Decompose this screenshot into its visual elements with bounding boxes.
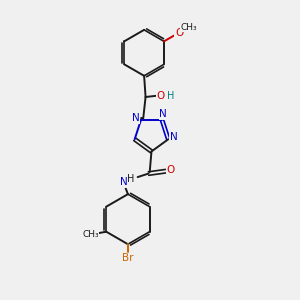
Text: O: O (157, 91, 165, 100)
Text: O: O (175, 28, 183, 38)
Text: H: H (167, 91, 174, 100)
Text: N: N (120, 177, 128, 188)
Text: CH₃: CH₃ (82, 230, 99, 239)
Text: H: H (127, 174, 134, 184)
Text: N: N (170, 132, 178, 142)
Text: N: N (160, 109, 167, 119)
Text: CH₃: CH₃ (180, 22, 197, 32)
Text: O: O (167, 165, 175, 175)
Text: N: N (132, 113, 140, 123)
Text: Br: Br (122, 254, 134, 263)
